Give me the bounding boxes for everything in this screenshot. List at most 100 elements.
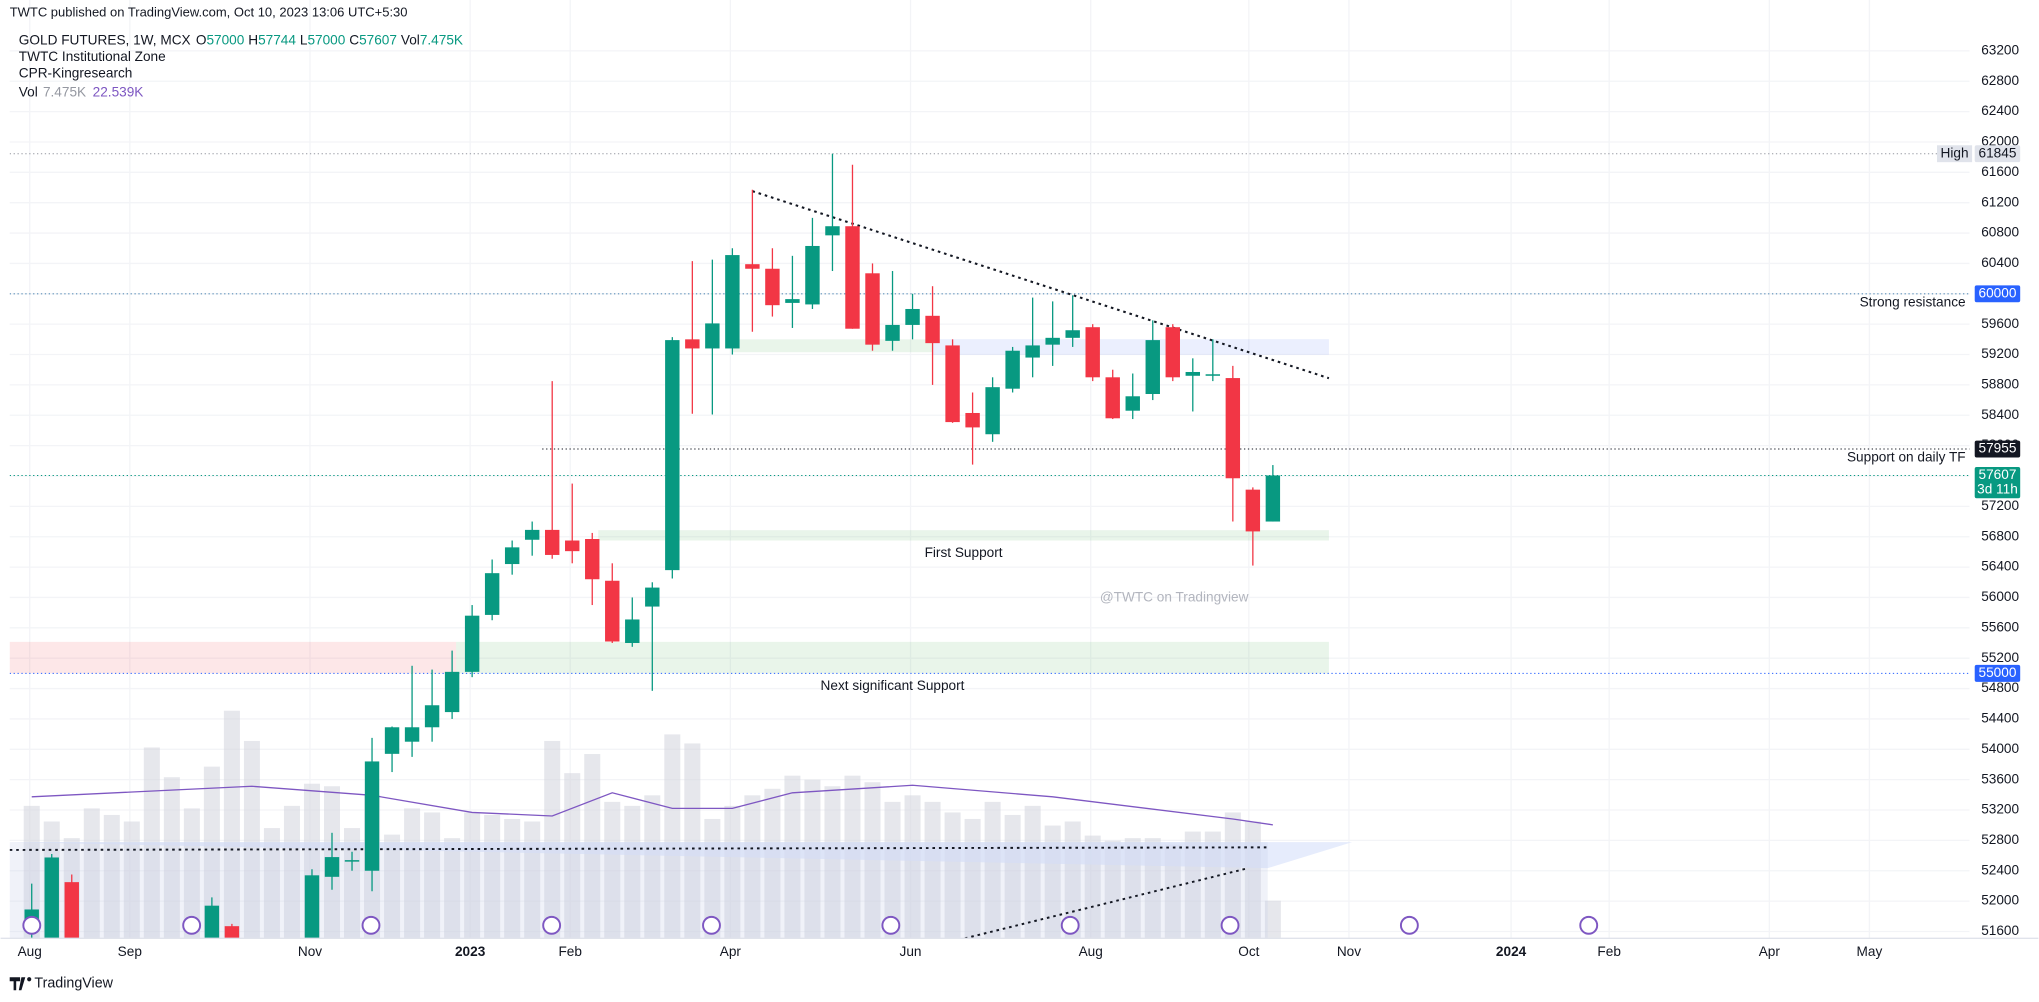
y-tick-label: 53600 bbox=[1981, 771, 2019, 786]
candle-body bbox=[344, 860, 360, 862]
event-icon[interactable] bbox=[22, 915, 42, 935]
candle-body bbox=[544, 529, 560, 555]
volume-bar bbox=[384, 834, 401, 939]
event-icon[interactable] bbox=[1060, 915, 1080, 935]
candle-body bbox=[865, 273, 880, 345]
event-icon[interactable] bbox=[1399, 915, 1419, 935]
y-tick-label: 54800 bbox=[1981, 680, 2019, 695]
event-icon[interactable] bbox=[1579, 915, 1599, 935]
x-tick-label: Sep bbox=[118, 944, 142, 959]
indicator: TWTC Institutional Zone bbox=[19, 49, 166, 64]
candle-body bbox=[404, 727, 420, 742]
volume-drawings bbox=[9, 842, 1353, 939]
candle-body bbox=[805, 245, 820, 305]
price-tag bbox=[1974, 285, 2021, 303]
volume-bar bbox=[544, 740, 561, 939]
low-value: 57000 bbox=[307, 32, 345, 47]
price-tag bbox=[1974, 440, 2021, 458]
candle-body bbox=[364, 761, 380, 871]
candle-body bbox=[745, 264, 760, 269]
volume-bar bbox=[824, 786, 841, 939]
event-icon[interactable] bbox=[361, 915, 381, 935]
y-tick-label: 54400 bbox=[1981, 711, 2019, 726]
volume-bar bbox=[864, 782, 881, 939]
y-tick-label: 62000 bbox=[1981, 134, 2019, 149]
y-tick-label: 56400 bbox=[1981, 559, 2019, 574]
candle-body bbox=[725, 255, 740, 349]
event-icon[interactable] bbox=[702, 915, 721, 935]
candle-body bbox=[585, 539, 600, 580]
event-icon[interactable] bbox=[542, 915, 562, 935]
level-note: Support on daily TF bbox=[1847, 450, 1966, 465]
candle-body bbox=[1085, 327, 1100, 378]
legend-symbol: GOLD FUTURES, 1W, MCX O57000 H57744 L57000 C… bbox=[19, 32, 463, 47]
candle-body bbox=[605, 580, 620, 642]
candle-body bbox=[885, 324, 900, 341]
event-icon[interactable] bbox=[1220, 915, 1240, 935]
candle-body bbox=[1245, 489, 1261, 532]
x-tick-label: 2024 bbox=[1496, 944, 1527, 959]
x-tick-label: Apr bbox=[720, 944, 742, 959]
symbol: GOLD FUTURES, 1W, MCX bbox=[19, 32, 191, 47]
volume-value: 7.475K bbox=[420, 32, 463, 47]
event-icon[interactable] bbox=[881, 915, 901, 935]
prefix: O bbox=[196, 32, 207, 47]
candle-body bbox=[1105, 377, 1120, 419]
flat-line bbox=[9, 846, 1268, 851]
volume-bar bbox=[664, 734, 681, 939]
candle-body bbox=[224, 926, 240, 939]
volume-value: 7.475K bbox=[43, 84, 86, 99]
volume-bar bbox=[223, 710, 240, 939]
candle-body bbox=[785, 299, 800, 303]
volume-bar bbox=[904, 795, 921, 939]
x-tick-label: May bbox=[1857, 944, 1883, 959]
volume-bar bbox=[924, 801, 941, 939]
candle-body bbox=[665, 340, 680, 571]
volume-bar bbox=[23, 805, 40, 939]
y-tick-label: 52800 bbox=[1981, 832, 2019, 847]
event-icon[interactable] bbox=[182, 915, 202, 935]
price-tag bbox=[1974, 664, 2021, 682]
zone bbox=[9, 641, 457, 674]
y-tick-label: 52400 bbox=[1981, 862, 2019, 877]
y-tick-label: 51600 bbox=[1981, 923, 2019, 938]
price-tag-label: 60000 bbox=[1979, 285, 2017, 300]
brand-logo bbox=[9, 977, 32, 991]
candle-body bbox=[304, 875, 320, 939]
candle-body bbox=[565, 540, 580, 552]
x-tick-label: 2023 bbox=[455, 944, 486, 959]
y-tick-label: 58800 bbox=[1981, 377, 2019, 392]
prefix: C bbox=[349, 32, 359, 47]
candle-body bbox=[685, 339, 700, 349]
indicator: CPR-Kingresearch bbox=[19, 66, 133, 81]
candle-body bbox=[1185, 371, 1201, 376]
candle-body bbox=[1025, 345, 1040, 358]
volume-bar bbox=[183, 808, 200, 939]
events bbox=[22, 915, 1599, 935]
triangle-zone bbox=[9, 842, 1268, 939]
open-value: 57000 bbox=[206, 32, 244, 47]
price-tag-label: 57955 bbox=[1979, 441, 2017, 456]
candle-body bbox=[44, 857, 59, 939]
candle-body bbox=[444, 671, 460, 713]
volume-bar bbox=[564, 773, 581, 939]
volume-bar bbox=[444, 838, 461, 939]
volume-bar bbox=[624, 805, 641, 939]
x-tick-label: Nov bbox=[298, 944, 322, 959]
watermark: @TWTC on Tradingview bbox=[1100, 589, 1249, 604]
prefix: Vol bbox=[401, 32, 420, 47]
volume-bar bbox=[644, 795, 661, 939]
volume-bar bbox=[203, 766, 220, 939]
x-tick-label: Apr bbox=[1759, 944, 1781, 959]
volume-bar bbox=[1264, 900, 1281, 939]
y-tick-label: 59200 bbox=[1981, 346, 2019, 361]
candle-body bbox=[1045, 337, 1060, 345]
x-tick-label: Aug bbox=[18, 944, 42, 959]
candle-body bbox=[925, 315, 940, 344]
volume-bar bbox=[103, 814, 120, 939]
volume-bar bbox=[263, 828, 280, 939]
close-value: 57607 bbox=[359, 32, 397, 47]
y-tick-label: 61200 bbox=[1981, 194, 2019, 209]
candle-body bbox=[1005, 350, 1020, 389]
